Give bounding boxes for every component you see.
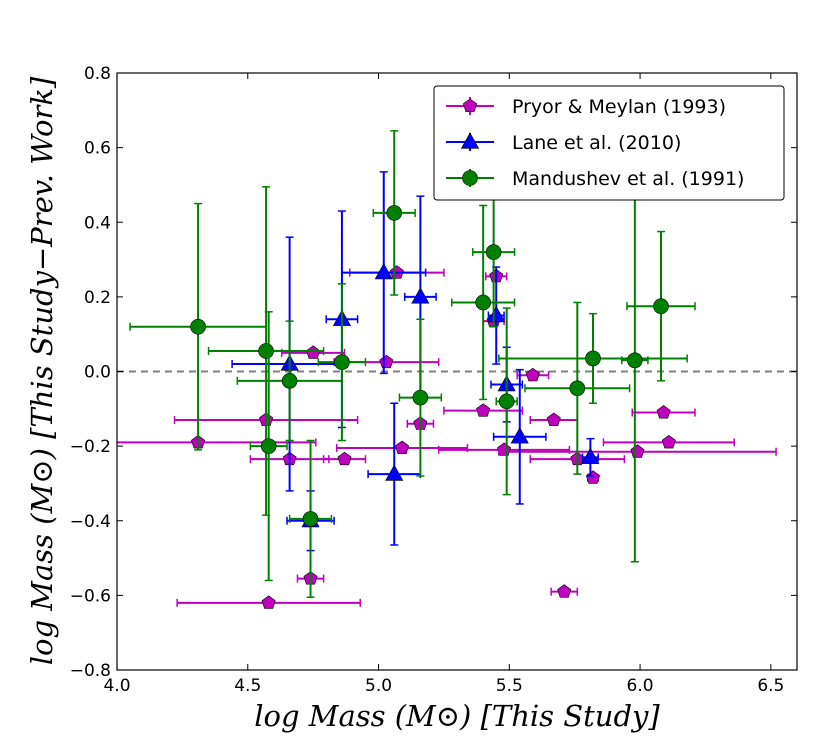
legend: Pryor & Meylan (1993) Lane et al. (2010) M…: [433, 85, 785, 201]
data-point-pentagon: [656, 405, 671, 419]
data-point-circle: [190, 318, 206, 335]
data-point-circle: [569, 380, 586, 397]
data-point-triangle: [411, 287, 430, 304]
data-point-circle: [585, 350, 601, 367]
legend-label: Mandushev et al. (1991): [512, 168, 744, 190]
data-point-pentagon: [337, 451, 352, 466]
data-point-circle: [281, 373, 298, 389]
data-point-triangle: [581, 447, 600, 464]
legend-entry: Pryor & Meylan (1993): [446, 96, 726, 118]
y-tick-label: 0.6: [84, 139, 111, 159]
data-point-pentagon: [261, 595, 276, 609]
data-point-circle: [627, 352, 643, 369]
legend-marker-pentagon: [462, 98, 478, 112]
data-point-circle: [302, 511, 319, 527]
y-tick-label: 0.4: [84, 213, 111, 233]
x-tick-label: 5.5: [496, 676, 523, 696]
data-point-triangle: [510, 427, 529, 444]
legend-entry: Lane et al. (2010): [446, 132, 681, 154]
y-axis-title: log Mass (M⊙) [This Study−Prev. Work]: [25, 76, 59, 665]
x-tick-label: 4.5: [234, 676, 261, 696]
data-point-pentagon: [661, 435, 676, 449]
data-point-circle: [653, 298, 669, 315]
x-tick-label: 5.0: [365, 676, 392, 696]
y-tick-label: −0.6: [70, 586, 111, 606]
legend-marker-circle: [462, 170, 478, 186]
data-point-triangle: [374, 263, 393, 280]
data-point-triangle: [487, 305, 506, 323]
data-point-pentagon: [546, 412, 561, 427]
data-point-pentagon: [557, 584, 572, 598]
x-tick-label: 6.0: [627, 676, 654, 696]
y-tick-label: −0.8: [70, 661, 111, 681]
y-tick-label: 0.0: [84, 363, 111, 383]
y-tick-label: 0.8: [84, 64, 111, 84]
y-tick-label: −0.2: [70, 437, 111, 457]
x-tick-label: 6.5: [757, 676, 784, 696]
y-tick-label: 0.2: [84, 288, 111, 308]
data-point-circle: [498, 393, 515, 410]
x-tick-label: 4.0: [103, 676, 130, 696]
legend-label: Lane et al. (2010): [512, 132, 681, 154]
data-point-circle: [258, 343, 274, 359]
data-point-triangle: [385, 464, 404, 481]
data-point-pentagon: [306, 345, 321, 359]
data-point-circle: [475, 294, 491, 311]
data-point-circle: [485, 244, 502, 260]
legend-marker-triangle: [460, 132, 480, 149]
legend-box: [433, 85, 785, 201]
legend-label: Pryor & Meylan (1993): [512, 96, 726, 118]
data-point-pentagon: [525, 367, 540, 382]
legend-entry: Mandushev et al. (1991): [446, 168, 744, 190]
data-point-circle: [412, 389, 429, 406]
data-point-pentagon: [476, 403, 491, 417]
data-point-pentagon: [395, 440, 410, 455]
series-circle: [129, 130, 696, 598]
data-point-circle: [386, 205, 403, 221]
y-tick-label: −0.4: [70, 512, 111, 532]
data-point-circle: [260, 438, 277, 454]
data-point-circle: [334, 354, 350, 370]
x-axis-title: log Mass (M⊙) [This Study]: [254, 699, 660, 733]
